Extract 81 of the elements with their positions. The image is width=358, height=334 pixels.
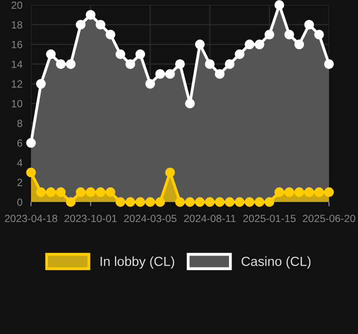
point <box>96 20 106 30</box>
point <box>165 69 175 79</box>
y-tick-label: 10 <box>12 100 22 108</box>
point <box>214 69 225 79</box>
point <box>284 187 294 198</box>
point <box>234 197 244 207</box>
y-tick-label: 2 <box>17 178 22 186</box>
point <box>46 187 56 198</box>
y-tick-label: 18 <box>12 21 22 29</box>
point <box>26 168 36 178</box>
point <box>254 197 264 207</box>
y-tick-label: 12 <box>12 80 22 88</box>
point <box>96 187 106 198</box>
y-tick-label: 8 <box>17 120 22 128</box>
point <box>314 30 324 40</box>
point <box>274 187 284 198</box>
point <box>145 197 156 207</box>
point <box>324 187 334 198</box>
point <box>234 49 244 60</box>
point <box>145 78 156 89</box>
point <box>66 59 76 69</box>
point <box>125 59 136 69</box>
point <box>195 197 205 207</box>
point <box>175 59 185 69</box>
point <box>254 40 264 50</box>
point <box>304 187 314 198</box>
point <box>204 59 215 69</box>
y-tick-label: 14 <box>12 60 22 68</box>
x-tick-label: 2025-06-20 <box>302 214 356 222</box>
point <box>155 197 165 207</box>
y-tick-label: 20 <box>12 2 22 9</box>
point <box>135 197 146 207</box>
point <box>86 187 96 198</box>
point <box>224 59 235 69</box>
x-tick-label: 2023-04-18 <box>4 214 58 222</box>
point <box>274 0 284 10</box>
point <box>56 187 66 198</box>
x-tick-label: 2023-10-01 <box>64 214 117 222</box>
point <box>304 20 314 30</box>
x-tick-label: 2025-01-15 <box>243 214 296 222</box>
y-tick-label: 4 <box>17 159 22 166</box>
point <box>26 138 36 148</box>
point <box>155 69 165 79</box>
y-tick-label: 16 <box>12 40 22 48</box>
point <box>294 187 304 198</box>
point <box>86 10 96 20</box>
point <box>244 197 254 207</box>
point <box>284 30 294 40</box>
point <box>46 49 56 60</box>
y-tick-label: 0 <box>17 198 22 206</box>
point <box>214 197 225 207</box>
point <box>264 30 274 40</box>
x-tick-label: 2024-03-05 <box>124 214 176 222</box>
point <box>185 197 195 207</box>
point <box>106 187 116 198</box>
point <box>135 49 146 60</box>
point <box>324 59 334 69</box>
point <box>36 78 46 89</box>
point <box>294 40 304 50</box>
point <box>224 197 235 207</box>
point <box>204 197 215 207</box>
point <box>185 98 195 108</box>
point <box>56 59 66 69</box>
point <box>106 30 116 40</box>
point <box>264 197 274 207</box>
point <box>76 20 86 30</box>
point <box>125 197 136 207</box>
point <box>244 40 254 50</box>
point <box>76 187 86 198</box>
point <box>66 197 76 207</box>
y-tick-label: 6 <box>17 139 22 147</box>
point <box>314 187 324 198</box>
legend-label: In lobby (CL) <box>100 256 174 269</box>
point <box>116 49 126 60</box>
point <box>175 197 185 207</box>
point <box>36 187 46 198</box>
point <box>195 40 205 50</box>
point <box>165 168 175 178</box>
legend-label: Casino (CL) <box>242 256 311 269</box>
x-tick-label: 2024-08-11 <box>184 214 236 222</box>
point <box>116 197 126 207</box>
